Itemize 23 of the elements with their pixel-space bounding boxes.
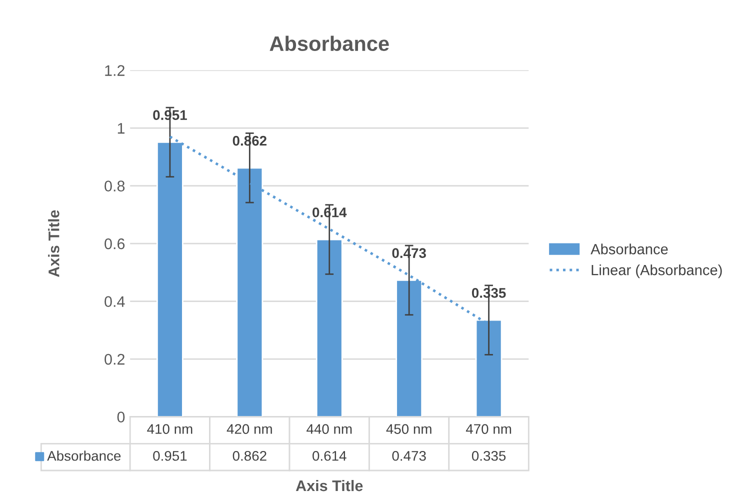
text: 0.862 bbox=[232, 450, 266, 461]
text: 0.473 bbox=[392, 450, 426, 461]
y-tick-label: 0 bbox=[117, 412, 125, 422]
chart-title: Absorbance bbox=[270, 36, 389, 52]
y-tick-label: 0.6 bbox=[104, 238, 125, 250]
x-tick-label: 410 nm bbox=[147, 424, 192, 434]
y-tick-label: 0.2 bbox=[104, 354, 124, 365]
x-tick-label: 450 nm bbox=[386, 424, 432, 434]
x-tick-label: 470 nm bbox=[466, 424, 512, 434]
y-tick-label: 0.4 bbox=[104, 296, 125, 307]
y-tick-label: 1.2 bbox=[105, 65, 124, 76]
legend-label: Absorbance bbox=[47, 450, 121, 461]
x-axis-title: Axis Title bbox=[296, 480, 363, 492]
x-tick-label: 420 nm bbox=[226, 424, 272, 434]
y-axis-title: Axis Title bbox=[48, 210, 60, 277]
y-tick-label: 0.8 bbox=[104, 180, 125, 192]
x-tick-label: 440 nm bbox=[306, 424, 352, 434]
text: 0.614 bbox=[312, 450, 346, 461]
legend-label: Linear (Absorbance) bbox=[592, 264, 722, 278]
text: 0.951 bbox=[153, 450, 187, 461]
text: Absorbance bbox=[590, 244, 668, 254]
y-tick-label: 1 bbox=[118, 123, 124, 134]
text: 0.335 bbox=[472, 450, 506, 461]
